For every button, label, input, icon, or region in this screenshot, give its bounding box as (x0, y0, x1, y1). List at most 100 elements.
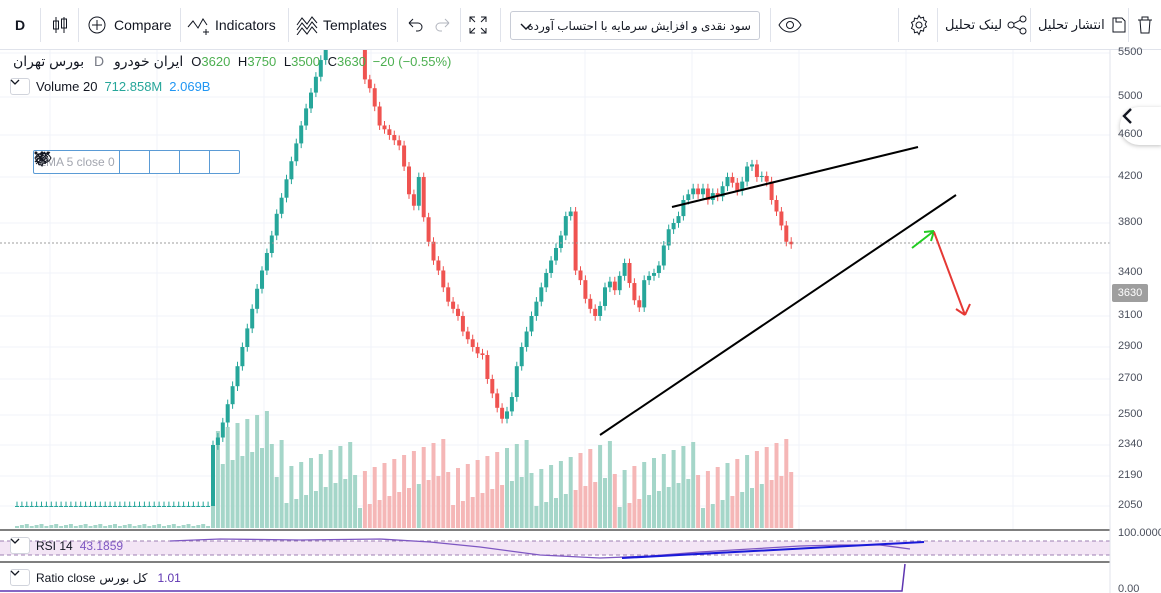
ema-legend[interactable]: EMA 5 close 0 (33, 150, 240, 174)
ema-more-button[interactable] (34, 151, 239, 173)
candles (15, 50, 794, 507)
candle (240, 347, 245, 367)
candle (264, 253, 269, 271)
volume-bar (676, 483, 681, 528)
volume-bar (431, 443, 436, 528)
volume-bar (397, 492, 402, 528)
volume-bar (784, 439, 789, 528)
volume-bar (64, 525, 68, 528)
toolbar-divider (180, 8, 181, 42)
candle (147, 506, 152, 507)
candle (201, 506, 206, 507)
volume-bar (769, 480, 774, 528)
volume-bar (441, 439, 446, 528)
rsi-trendline[interactable] (621, 541, 925, 559)
candle (612, 281, 617, 291)
candle (235, 366, 240, 387)
chevron-down-icon (10, 570, 20, 576)
candle (225, 404, 230, 423)
templates-icon (296, 16, 318, 35)
symbol-name[interactable]: ایران خودرو D بورس تهران (13, 53, 183, 70)
volume-bar (372, 467, 377, 528)
candle (260, 270, 264, 289)
volume-bar (789, 472, 794, 528)
candle (426, 217, 431, 242)
volume-bar (451, 505, 456, 528)
volume-bar (705, 471, 710, 528)
candle (245, 328, 250, 347)
candle (274, 213, 279, 236)
adjustment-select-value: سود نقدی و افزایش سرمایه با احتساب آورده (527, 18, 751, 33)
trendline-upper[interactable] (671, 146, 919, 208)
ema-visibility-button[interactable] (34, 151, 149, 173)
volume-bar (392, 459, 397, 528)
link-analysis-button[interactable]: لینک تحلیل (945, 0, 1028, 50)
volume-bar (475, 460, 480, 528)
volume-bar (313, 491, 318, 528)
collapse-legend-button[interactable] (10, 78, 30, 95)
delete-button[interactable] (1136, 0, 1154, 50)
candle (769, 181, 774, 200)
candle (554, 248, 558, 261)
templates-label: Templates (323, 17, 387, 33)
collapse-rsi-button[interactable] (10, 537, 30, 554)
undo-button[interactable] (405, 0, 425, 50)
candle (73, 506, 78, 507)
interval-button[interactable]: D (15, 0, 25, 50)
trendline-lower[interactable] (599, 194, 957, 436)
ema-settings-button[interactable] (35, 151, 179, 173)
templates-button[interactable]: Templates (296, 0, 387, 50)
candle (250, 308, 255, 329)
collapse-ratio-button[interactable] (10, 569, 30, 586)
candle (441, 270, 446, 288)
compare-button[interactable]: Compare (87, 0, 172, 50)
candle (323, 50, 328, 61)
volume-bar (779, 476, 784, 528)
candle (64, 506, 68, 507)
settings-button[interactable] (908, 0, 930, 50)
hide-drawings-button[interactable] (778, 0, 802, 50)
candle (588, 298, 593, 309)
candle (705, 188, 710, 200)
candle (759, 175, 764, 177)
price-chart[interactable] (0, 50, 1161, 593)
volume-bar (661, 454, 666, 528)
volume-bar (299, 462, 304, 528)
arrow-up-green[interactable] (911, 230, 935, 249)
publish-analysis-button[interactable]: انتشار تحلیل (1038, 0, 1129, 50)
ema-remove-button[interactable] (34, 151, 209, 173)
back-button[interactable] (1120, 107, 1161, 145)
grid (0, 50, 1110, 530)
candle (318, 60, 323, 77)
legend-interval: D (94, 53, 105, 69)
candle (583, 280, 588, 299)
indicators-button[interactable]: Indicators (187, 0, 276, 50)
volume-legend: Volume 20 712.858M 2.069B (10, 78, 210, 95)
candle (122, 506, 127, 507)
candle (24, 506, 29, 507)
volume-bar (730, 496, 735, 528)
volume-bar (166, 525, 171, 528)
volume-bar (490, 489, 495, 528)
volume-bar (201, 524, 206, 528)
volume-bar (446, 472, 451, 528)
candle (558, 235, 563, 248)
candle (656, 265, 661, 273)
arrow-down-red[interactable] (933, 231, 971, 316)
volume-bar (235, 423, 240, 528)
ratio-axis-label: 0.00 (1118, 583, 1140, 593)
chart-type-button[interactable] (50, 0, 70, 50)
volume-bar (681, 446, 686, 528)
candle (44, 506, 49, 507)
volume-bar (701, 508, 705, 528)
adjustment-select[interactable]: سود نقدی و افزایش سرمایه با احتساب آورده (510, 11, 760, 40)
interval-label: D (15, 17, 26, 33)
fullscreen-button[interactable] (468, 0, 488, 50)
volume-bar (225, 427, 230, 528)
chart-area[interactable]: ایران خودرو D بورس تهران O3620 H3750 L35… (0, 46, 1161, 593)
volume-bar (191, 526, 196, 528)
toolbar-divider (937, 8, 938, 42)
redo-button[interactable] (433, 0, 453, 50)
candle (279, 197, 284, 214)
symbol-label: ایران خودرو (114, 53, 184, 69)
